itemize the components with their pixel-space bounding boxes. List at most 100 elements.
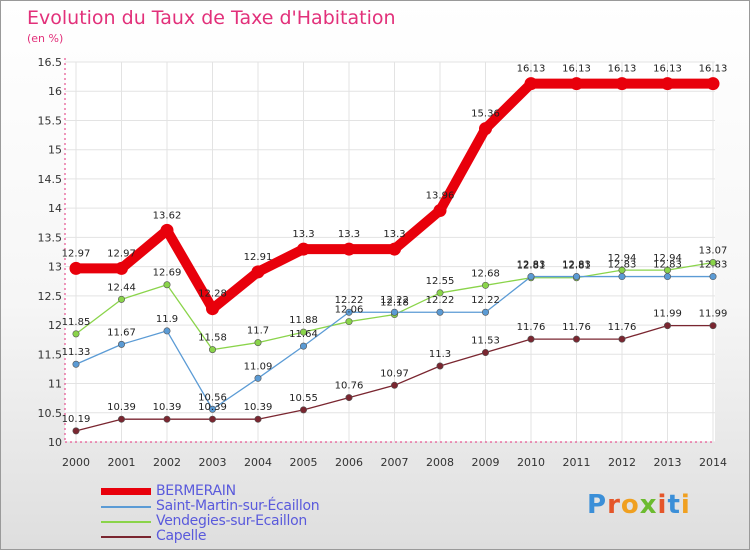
data-point	[209, 405, 217, 413]
data-label: 12.28	[198, 289, 227, 300]
data-point	[388, 242, 401, 256]
data-label: 11.53	[471, 336, 500, 347]
y-tick-label: 16.5	[38, 56, 63, 69]
data-label: 15.36	[471, 109, 500, 120]
proxiti-logo: Proxiti	[587, 490, 691, 520]
legend-swatch	[101, 506, 151, 508]
data-label: 11.33	[62, 347, 91, 358]
data-point	[72, 330, 80, 338]
legend-label: Capelle	[156, 528, 207, 544]
legend-swatch	[101, 536, 151, 538]
data-point	[160, 223, 174, 237]
x-tick-label: 2003	[199, 456, 227, 469]
data-label: 11.58	[198, 333, 227, 344]
y-tick-label: 14.5	[38, 173, 63, 186]
data-label: 12.83	[653, 260, 682, 271]
data-label: 12.91	[244, 252, 273, 263]
x-tick-label: 2014	[699, 456, 727, 469]
x-tick-label: 2012	[608, 456, 636, 469]
data-point	[206, 302, 219, 316]
data-label: 11.7	[247, 326, 269, 337]
x-tick-label: 2007	[381, 456, 409, 469]
data-label: 11.67	[107, 327, 136, 338]
data-label: 12.94	[653, 253, 682, 264]
data-point	[479, 122, 492, 136]
data-label: 11.99	[653, 309, 682, 320]
data-point	[433, 203, 447, 217]
data-point	[481, 308, 489, 316]
x-tick-label: 2013	[654, 456, 682, 469]
data-point	[618, 335, 626, 343]
data-label: 16.13	[699, 64, 728, 75]
data-point	[254, 339, 262, 347]
data-label: 12.18	[380, 298, 409, 309]
x-tick-label: 2001	[108, 456, 136, 469]
data-point	[297, 242, 310, 256]
x-tick-label: 2004	[244, 456, 272, 469]
data-point	[706, 77, 720, 91]
data-point	[163, 415, 171, 423]
data-point	[481, 349, 489, 357]
data-label: 10.39	[198, 402, 227, 413]
data-label: 10.19	[62, 414, 91, 425]
data-label: 16.13	[653, 64, 682, 75]
legend-label: BERMERAIN	[156, 483, 236, 499]
data-point	[118, 415, 126, 423]
data-label: 13.96	[426, 190, 455, 201]
data-point	[72, 360, 80, 368]
data-point	[436, 289, 444, 297]
data-label: 16.13	[517, 64, 546, 75]
x-tick-label: 2000	[62, 456, 90, 469]
data-point	[572, 273, 580, 281]
data-label: 10.39	[107, 402, 136, 413]
y-tick-label: 13	[48, 261, 62, 274]
x-tick-label: 2005	[290, 456, 318, 469]
data-point	[572, 335, 580, 343]
data-label: 10.55	[289, 393, 318, 404]
data-label: 12.83	[699, 260, 728, 271]
y-tick-label: 12	[48, 319, 62, 332]
data-label: 13.3	[383, 229, 405, 240]
data-point	[163, 327, 171, 335]
data-point	[209, 346, 217, 354]
data-point	[481, 281, 489, 289]
data-label: 16.13	[608, 64, 637, 75]
data-point	[709, 322, 717, 330]
data-label: 11.85	[62, 317, 91, 328]
data-point	[72, 427, 80, 435]
data-point	[209, 415, 217, 423]
data-label: 10.76	[335, 381, 364, 392]
data-label: 10.39	[244, 402, 273, 413]
legend-label: Saint-Martin-sur-Écaillon	[156, 498, 320, 514]
data-point	[527, 335, 535, 343]
data-label: 11.76	[562, 322, 591, 333]
x-tick-label: 2010	[517, 456, 545, 469]
y-tick-label: 15	[48, 144, 62, 157]
y-tick-label: 12.5	[38, 290, 63, 303]
data-label: 12.94	[608, 253, 637, 264]
data-label: 10.56	[198, 392, 227, 403]
data-label: 11.76	[608, 322, 637, 333]
x-tick-label: 2008	[426, 456, 454, 469]
data-point	[618, 273, 626, 281]
data-label: 11.64	[289, 329, 318, 340]
data-label: 12.81	[517, 261, 546, 272]
data-label: 12.69	[153, 268, 182, 279]
y-tick-label: 11.5	[38, 348, 63, 361]
data-label: 12.83	[562, 260, 591, 271]
data-point	[527, 273, 535, 281]
data-label: 16.13	[562, 64, 591, 75]
data-label: 11.88	[289, 315, 318, 326]
y-tick-label: 10	[48, 436, 62, 449]
data-label: 11.3	[429, 349, 451, 360]
data-label: 12.81	[562, 261, 591, 272]
data-point	[69, 261, 83, 275]
data-label: 12.22	[380, 295, 409, 306]
data-point	[345, 394, 353, 402]
data-label: 13.07	[699, 246, 728, 257]
data-label: 12.06	[335, 305, 364, 316]
data-label: 11.9	[156, 314, 178, 325]
data-label: 12.22	[471, 295, 500, 306]
